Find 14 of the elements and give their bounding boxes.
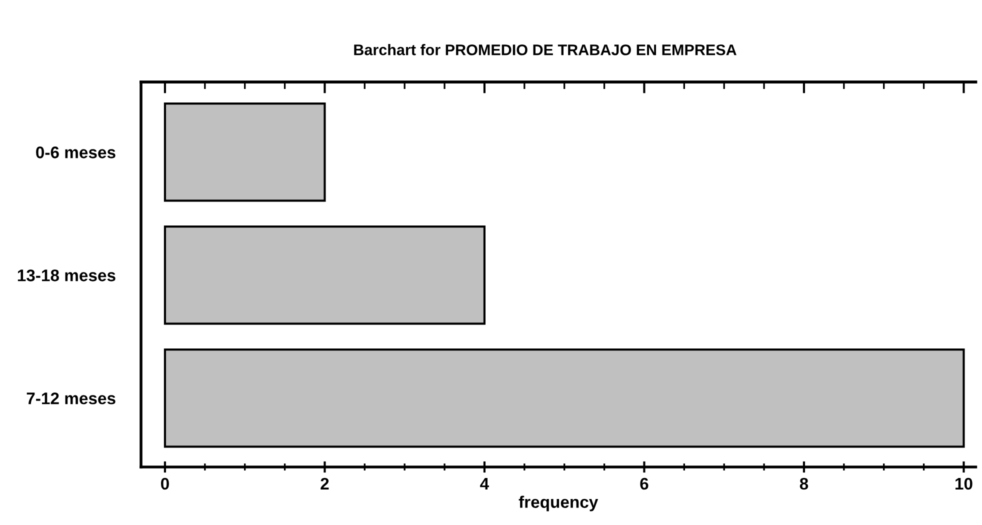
x-tick-label: 0: [161, 478, 169, 490]
x-tick-label: 6: [640, 478, 648, 490]
x-tick-label: 4: [480, 478, 490, 490]
bar: [164, 348, 965, 448]
bar: [164, 102, 326, 202]
bar: [164, 225, 486, 325]
x-axis-title: frequency: [518, 496, 598, 512]
chart-title: Barchart for PROMEDIO DE TRABAJO EN EMPRESA: [354, 44, 736, 56]
y-tick-label: 0-6 meses: [36, 146, 116, 158]
x-tick-label: 2: [320, 478, 329, 490]
x-tick-label: 10: [956, 478, 972, 490]
y-tick-label: 7-12 meses: [26, 392, 116, 404]
x-tick-label: 8: [800, 478, 808, 490]
y-tick-label: 13-18 meses: [18, 270, 116, 282]
